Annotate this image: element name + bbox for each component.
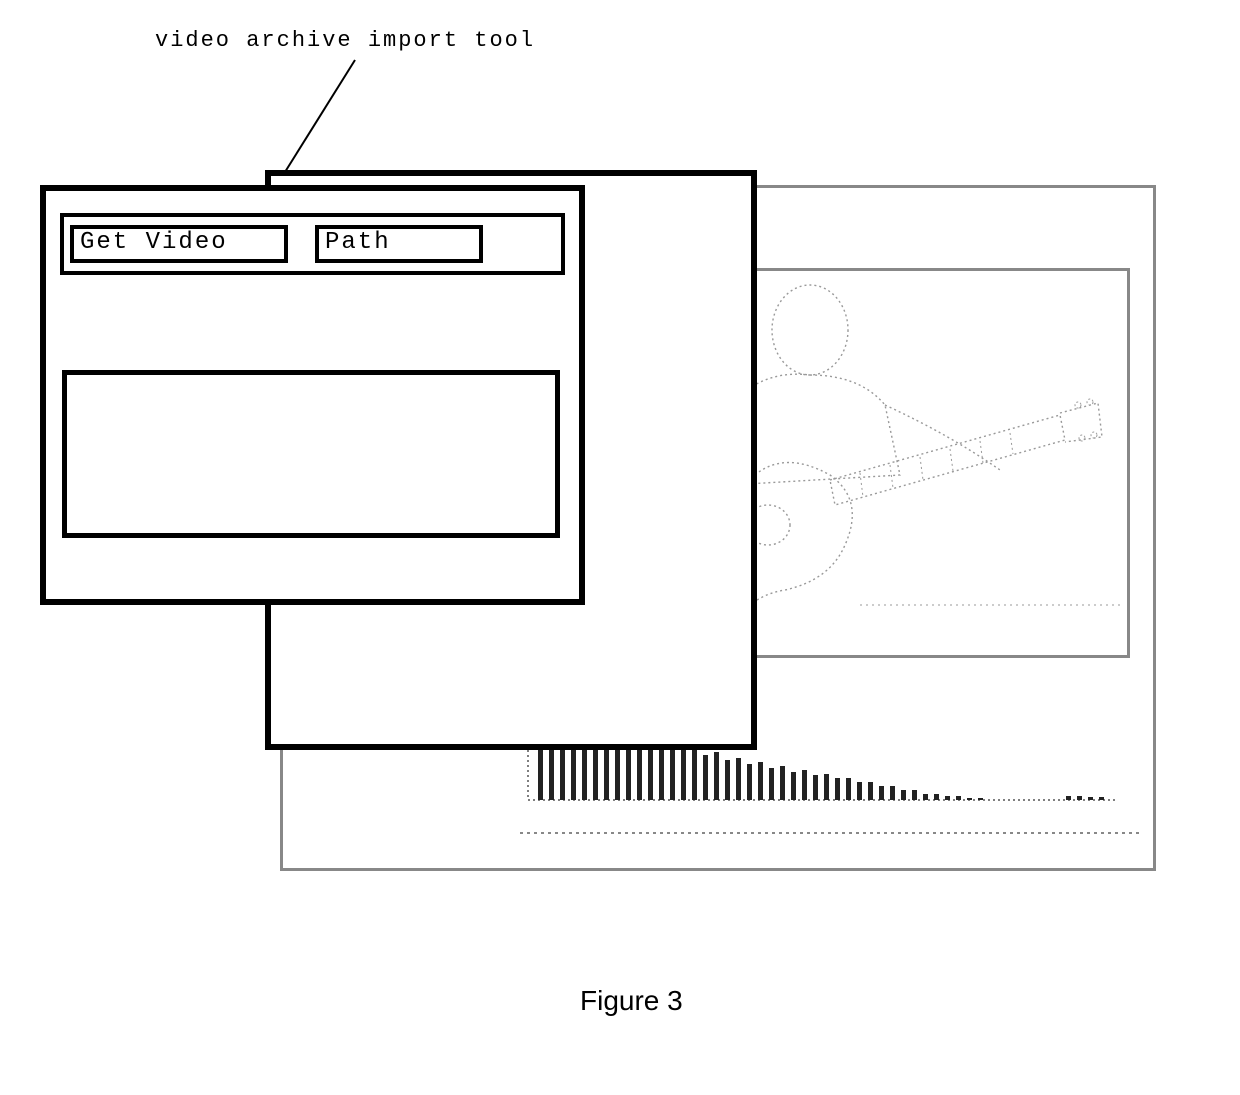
figure-caption: Figure 3 — [580, 985, 683, 1017]
path-button[interactable]: Path — [315, 225, 483, 263]
diagram-canvas: video archive import tool — [0, 0, 1240, 1095]
video-list-box[interactable] — [62, 370, 560, 538]
get-video-button[interactable]: Get Video — [70, 225, 288, 263]
callout-label: video archive import tool — [155, 28, 535, 53]
callout-line-seg — [280, 60, 355, 180]
